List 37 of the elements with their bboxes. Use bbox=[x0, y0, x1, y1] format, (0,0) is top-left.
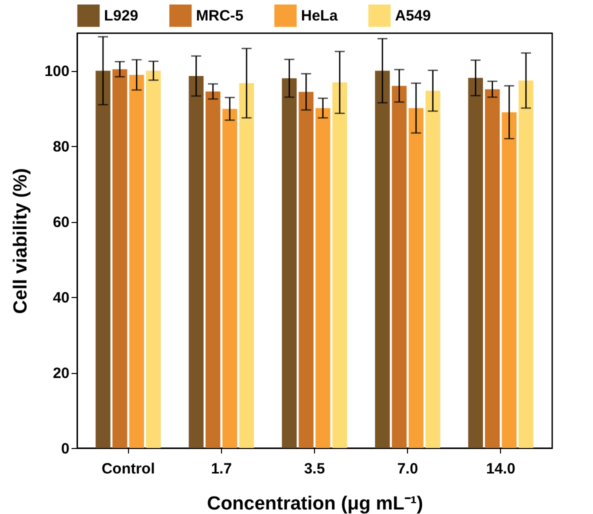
bar bbox=[484, 89, 500, 448]
y-axis-title: Cell viability (%) bbox=[10, 168, 32, 314]
y-tick-label: 0 bbox=[61, 440, 70, 458]
y-tick-label: 60 bbox=[52, 214, 70, 232]
bar bbox=[129, 74, 144, 448]
bar bbox=[332, 82, 348, 448]
bar bbox=[188, 76, 204, 448]
bar bbox=[239, 83, 254, 448]
x-tick-label: Control bbox=[102, 460, 155, 478]
x-tick-label: 7.0 bbox=[397, 460, 418, 478]
bar bbox=[298, 92, 314, 448]
legend-label: L929 bbox=[104, 8, 138, 25]
bar bbox=[146, 70, 161, 448]
bar bbox=[112, 69, 128, 448]
y-tick-label: 80 bbox=[52, 138, 70, 156]
bar bbox=[282, 78, 297, 448]
bar bbox=[222, 108, 238, 448]
legend-label: HeLa bbox=[301, 8, 338, 25]
bar bbox=[408, 108, 424, 448]
bar bbox=[206, 91, 220, 448]
legend-label: MRC-5 bbox=[196, 8, 244, 25]
bar bbox=[392, 86, 407, 448]
bar bbox=[375, 70, 390, 448]
y-tick-label: 20 bbox=[52, 365, 70, 382]
bar bbox=[502, 112, 517, 448]
bar bbox=[468, 78, 483, 448]
x-tick-label: 3.5 bbox=[304, 460, 325, 478]
bar bbox=[425, 90, 440, 448]
y-tick-label: 100 bbox=[44, 63, 70, 80]
bar bbox=[518, 80, 534, 448]
y-tick-label: 40 bbox=[52, 290, 70, 307]
legend-label: A549 bbox=[395, 8, 431, 25]
bar bbox=[96, 70, 110, 448]
x-tick-label: 1.7 bbox=[210, 460, 232, 478]
bar bbox=[316, 108, 330, 448]
x-tick-label: 14.0 bbox=[486, 460, 516, 478]
x-axis-title: Concentration (μg mL⁻¹) bbox=[206, 494, 424, 514]
